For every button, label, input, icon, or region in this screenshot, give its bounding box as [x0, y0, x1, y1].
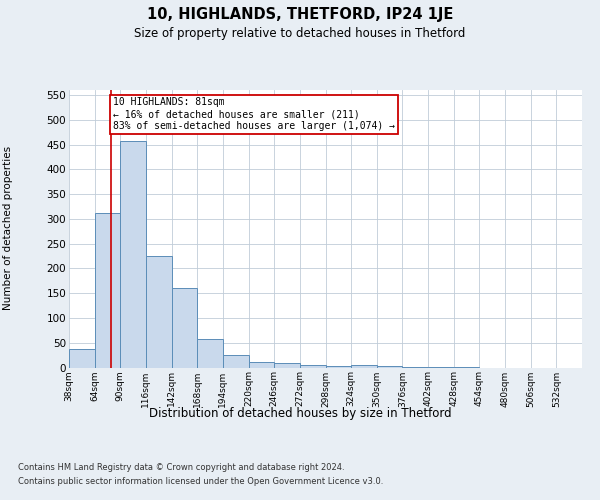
Text: Distribution of detached houses by size in Thetford: Distribution of detached houses by size … — [149, 408, 451, 420]
Bar — [223, 355, 248, 368]
Bar — [325, 366, 351, 368]
Text: Contains public sector information licensed under the Open Government Licence v3: Contains public sector information licen… — [18, 478, 383, 486]
Bar — [351, 365, 377, 368]
Bar — [197, 340, 223, 367]
Bar — [146, 256, 172, 368]
Bar — [121, 140, 146, 368]
Text: Size of property relative to detached houses in Thetford: Size of property relative to detached ho… — [134, 28, 466, 40]
Bar — [274, 362, 300, 368]
Text: 10 HIGHLANDS: 81sqm
← 16% of detached houses are smaller (211)
83% of semi-detac: 10 HIGHLANDS: 81sqm ← 16% of detached ho… — [113, 98, 395, 130]
Bar — [248, 362, 274, 368]
Text: Number of detached properties: Number of detached properties — [3, 146, 13, 310]
Bar — [69, 348, 95, 368]
Bar — [300, 365, 325, 368]
Text: 10, HIGHLANDS, THETFORD, IP24 1JE: 10, HIGHLANDS, THETFORD, IP24 1JE — [147, 8, 453, 22]
Bar — [95, 213, 121, 368]
Bar — [377, 366, 403, 368]
Bar — [172, 288, 197, 368]
Text: Contains HM Land Registry data © Crown copyright and database right 2024.: Contains HM Land Registry data © Crown c… — [18, 462, 344, 471]
